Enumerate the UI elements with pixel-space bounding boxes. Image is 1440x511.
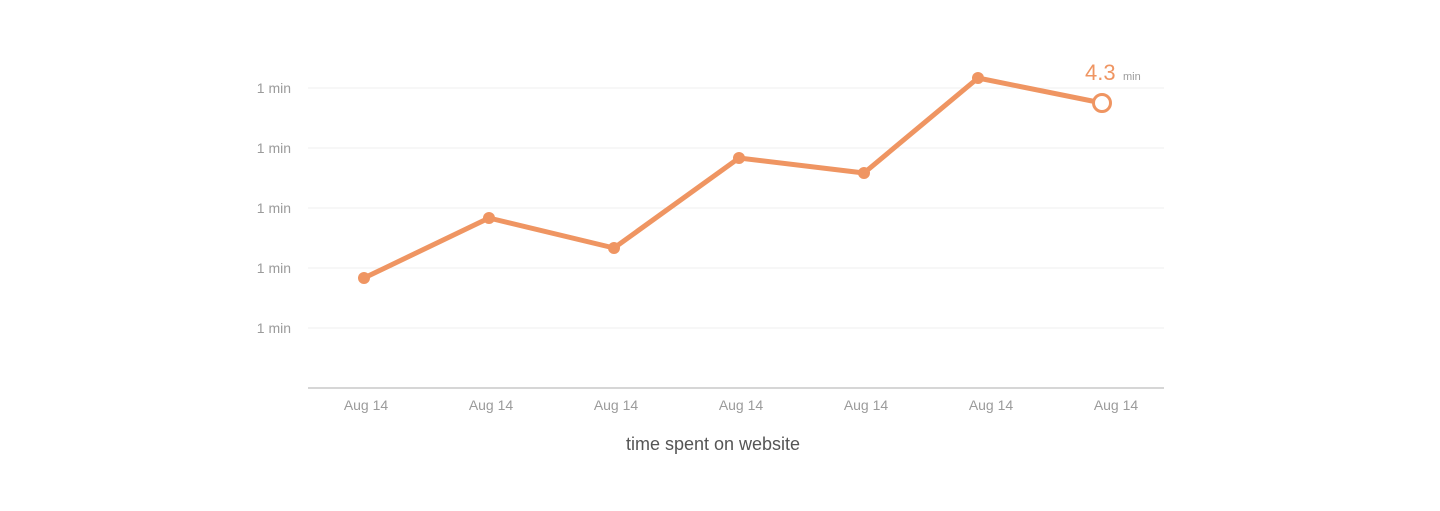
- x-axis-tick-labels: Aug 14 Aug 14 Aug 14 Aug 14 Aug 14 Aug 14 Aug …: [344, 397, 1139, 413]
- series-layer: [358, 72, 1112, 284]
- x-tick-label: Aug 14: [969, 397, 1014, 413]
- data-point[interactable]: [858, 167, 870, 179]
- last-value-number: 4.3: [1085, 60, 1116, 85]
- data-point[interactable]: [358, 272, 370, 284]
- series-line: [361, 75, 1105, 281]
- x-tick-label: Aug 14: [594, 397, 639, 413]
- y-tick-label: 1 min: [257, 140, 291, 156]
- x-tick-label: Aug 14: [469, 397, 514, 413]
- y-tick-label: 1 min: [257, 320, 291, 336]
- data-point[interactable]: [483, 212, 495, 224]
- y-tick-label: 1 min: [257, 200, 291, 216]
- y-tick-label: 1 min: [257, 260, 291, 276]
- x-tick-label: Aug 14: [344, 397, 389, 413]
- last-value-unit: min: [1123, 71, 1141, 83]
- x-tick-label: Aug 14: [719, 397, 764, 413]
- grid-lines: [308, 87, 1164, 329]
- data-point-last[interactable]: [1092, 93, 1112, 113]
- y-tick-label: 1 min: [257, 80, 291, 96]
- x-tick-label: Aug 14: [844, 397, 889, 413]
- data-point[interactable]: [608, 242, 620, 254]
- y-axis-tick-labels: 1 min 1 min 1 min 1 min 1 min: [257, 80, 291, 336]
- x-tick-label: Aug 14: [1094, 397, 1139, 413]
- x-axis-title: time spent on website: [626, 434, 800, 454]
- last-value-annotation: 4.3 min: [1085, 60, 1141, 85]
- data-point[interactable]: [733, 152, 745, 164]
- data-point[interactable]: [972, 72, 984, 84]
